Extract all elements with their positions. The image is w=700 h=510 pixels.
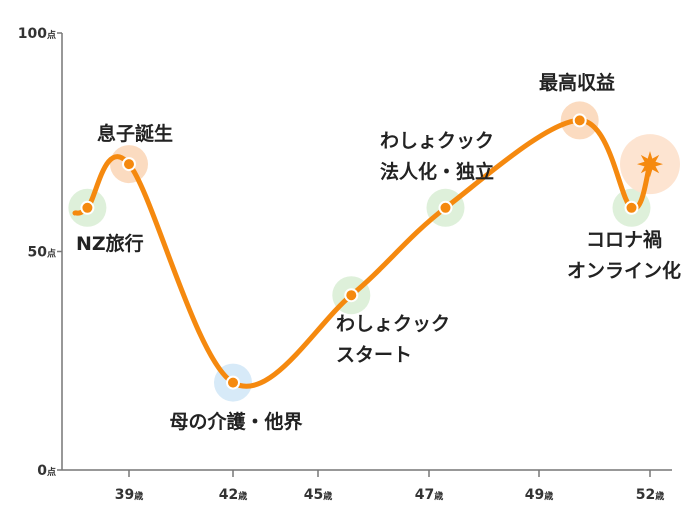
event-point — [344, 288, 359, 303]
star-icon — [637, 151, 663, 178]
event-label: わしょクックスタート — [336, 313, 450, 366]
x-tick-label: 45歳 — [304, 487, 333, 503]
event-label: コロナ禍オンライン化 — [567, 228, 681, 282]
event-point — [226, 375, 240, 390]
event-label: NZ旅行 — [76, 232, 144, 255]
event-label: 母の介護・他界 — [169, 410, 302, 433]
event-label: 最高収益 — [539, 71, 615, 94]
event-point — [80, 200, 95, 215]
event-point — [438, 200, 453, 215]
x-tick-label: 39歳 — [115, 487, 144, 503]
x-tick-label: 49歳 — [525, 487, 554, 503]
event-markers — [80, 113, 663, 390]
event-label: わしょクック法人化・独立 — [380, 130, 494, 183]
event-point — [122, 157, 136, 172]
y-tick-label: 50点 — [28, 245, 57, 261]
axes: 100点 50点 0点 39歳 42歳 45歳 47歳 49歳 52歳 — [18, 26, 672, 503]
y-tick-label: 0点 — [37, 463, 56, 479]
y-tick-label: 100点 — [18, 26, 56, 42]
x-tick-label: 42歳 — [219, 487, 248, 503]
event-point — [624, 200, 639, 215]
x-tick-label: 47歳 — [415, 487, 444, 503]
event-point — [572, 113, 587, 128]
event-label: 息子誕生 — [97, 122, 173, 145]
x-tick-label: 52歳 — [636, 487, 665, 503]
